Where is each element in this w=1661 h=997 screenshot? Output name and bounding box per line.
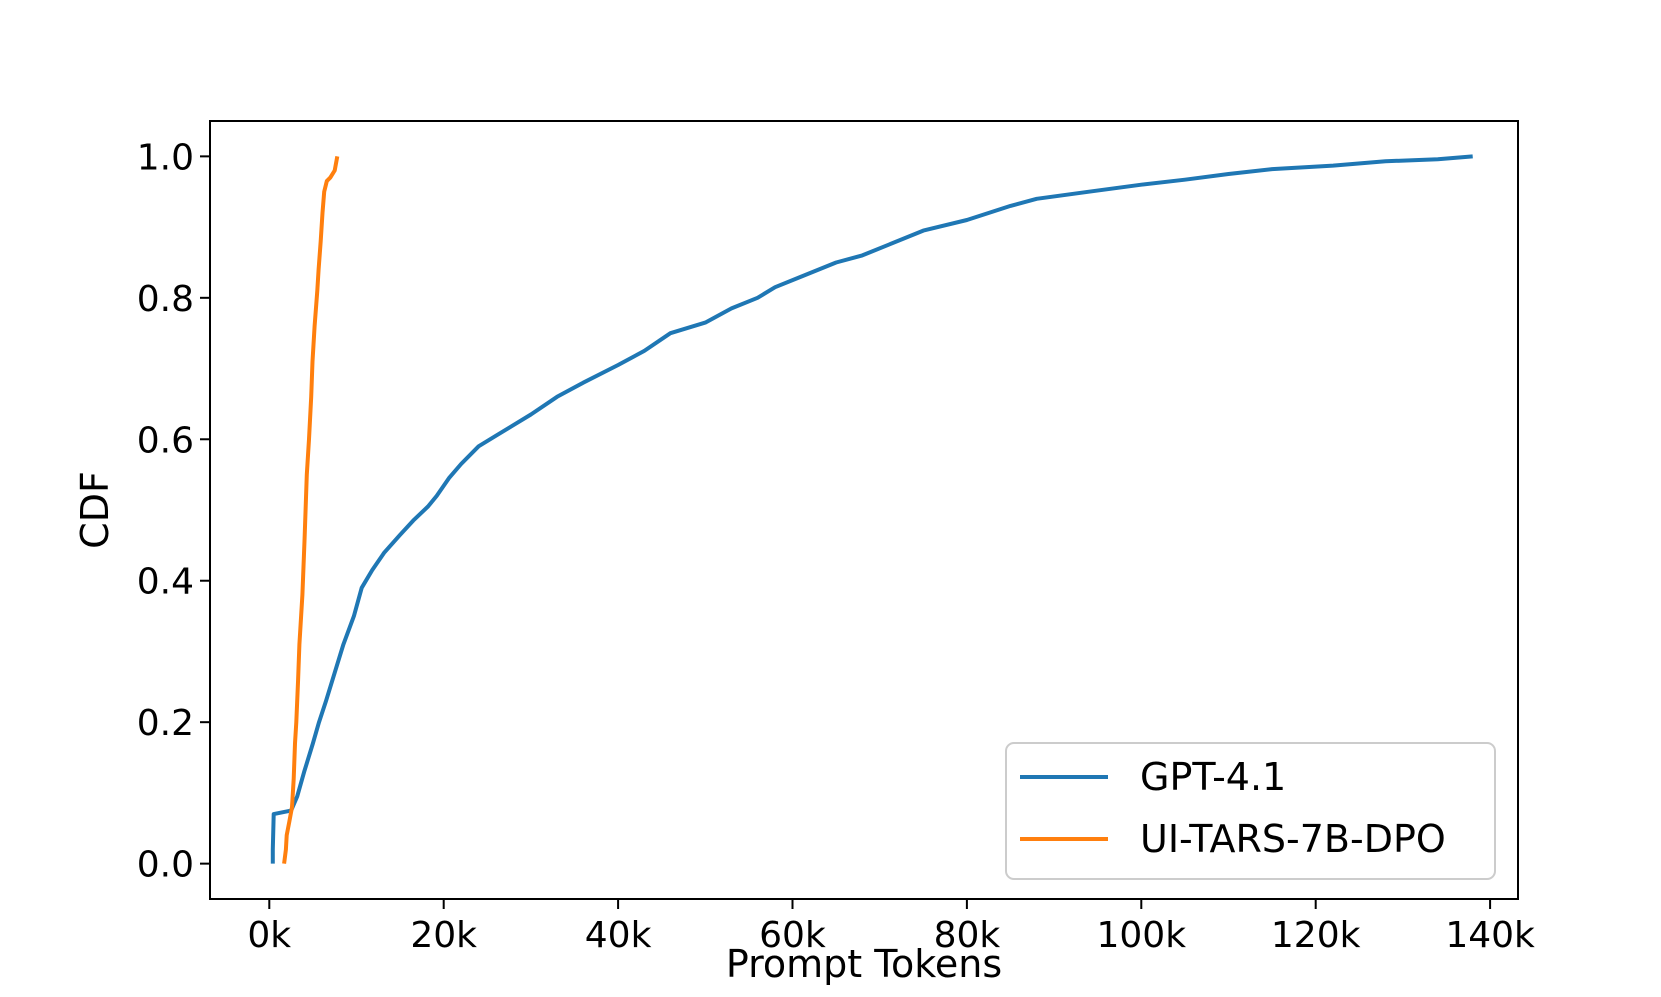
x-axis: 0k 20k 40k 60k 80k 100k 120k 140k xyxy=(247,899,1535,956)
y-tick-label: 0.4 xyxy=(137,562,194,603)
x-tick-label: 120k xyxy=(1271,915,1361,956)
x-axis-label: Prompt Tokens xyxy=(726,942,1002,986)
y-tick-label: 0.6 xyxy=(137,420,194,461)
x-tick-label: 100k xyxy=(1097,915,1187,956)
y-tick-label: 0.2 xyxy=(137,703,194,744)
y-axis-label: CDF xyxy=(73,471,117,549)
x-tick-label: 60k xyxy=(759,915,826,956)
x-tick-label: 40k xyxy=(585,915,652,956)
x-tick-label: 140k xyxy=(1445,915,1535,956)
y-axis: 0.0 0.2 0.4 0.6 0.8 1.0 xyxy=(137,137,210,886)
series-line-1 xyxy=(282,156,340,864)
legend-box xyxy=(1005,742,1496,880)
legend-label-ui-tars-7b-dpo: UI-TARS-7B-DPO xyxy=(1140,817,1446,861)
x-tick-label: 20k xyxy=(410,915,477,956)
series-lines xyxy=(270,154,1473,864)
y-tick-label: 0.8 xyxy=(137,279,194,320)
legend-label-gpt-4-1: GPT-4.1 xyxy=(1140,755,1286,799)
y-tick-label: 0.0 xyxy=(137,845,194,886)
legend: GPT-4.1 UI-TARS-7B-DPO xyxy=(1005,742,1496,880)
x-tick-label: 0k xyxy=(247,915,291,956)
series-line-0 xyxy=(270,154,1473,864)
x-tick-label: 80k xyxy=(934,915,1001,956)
y-tick-label: 1.0 xyxy=(137,137,194,178)
plot-frame xyxy=(209,120,1519,900)
